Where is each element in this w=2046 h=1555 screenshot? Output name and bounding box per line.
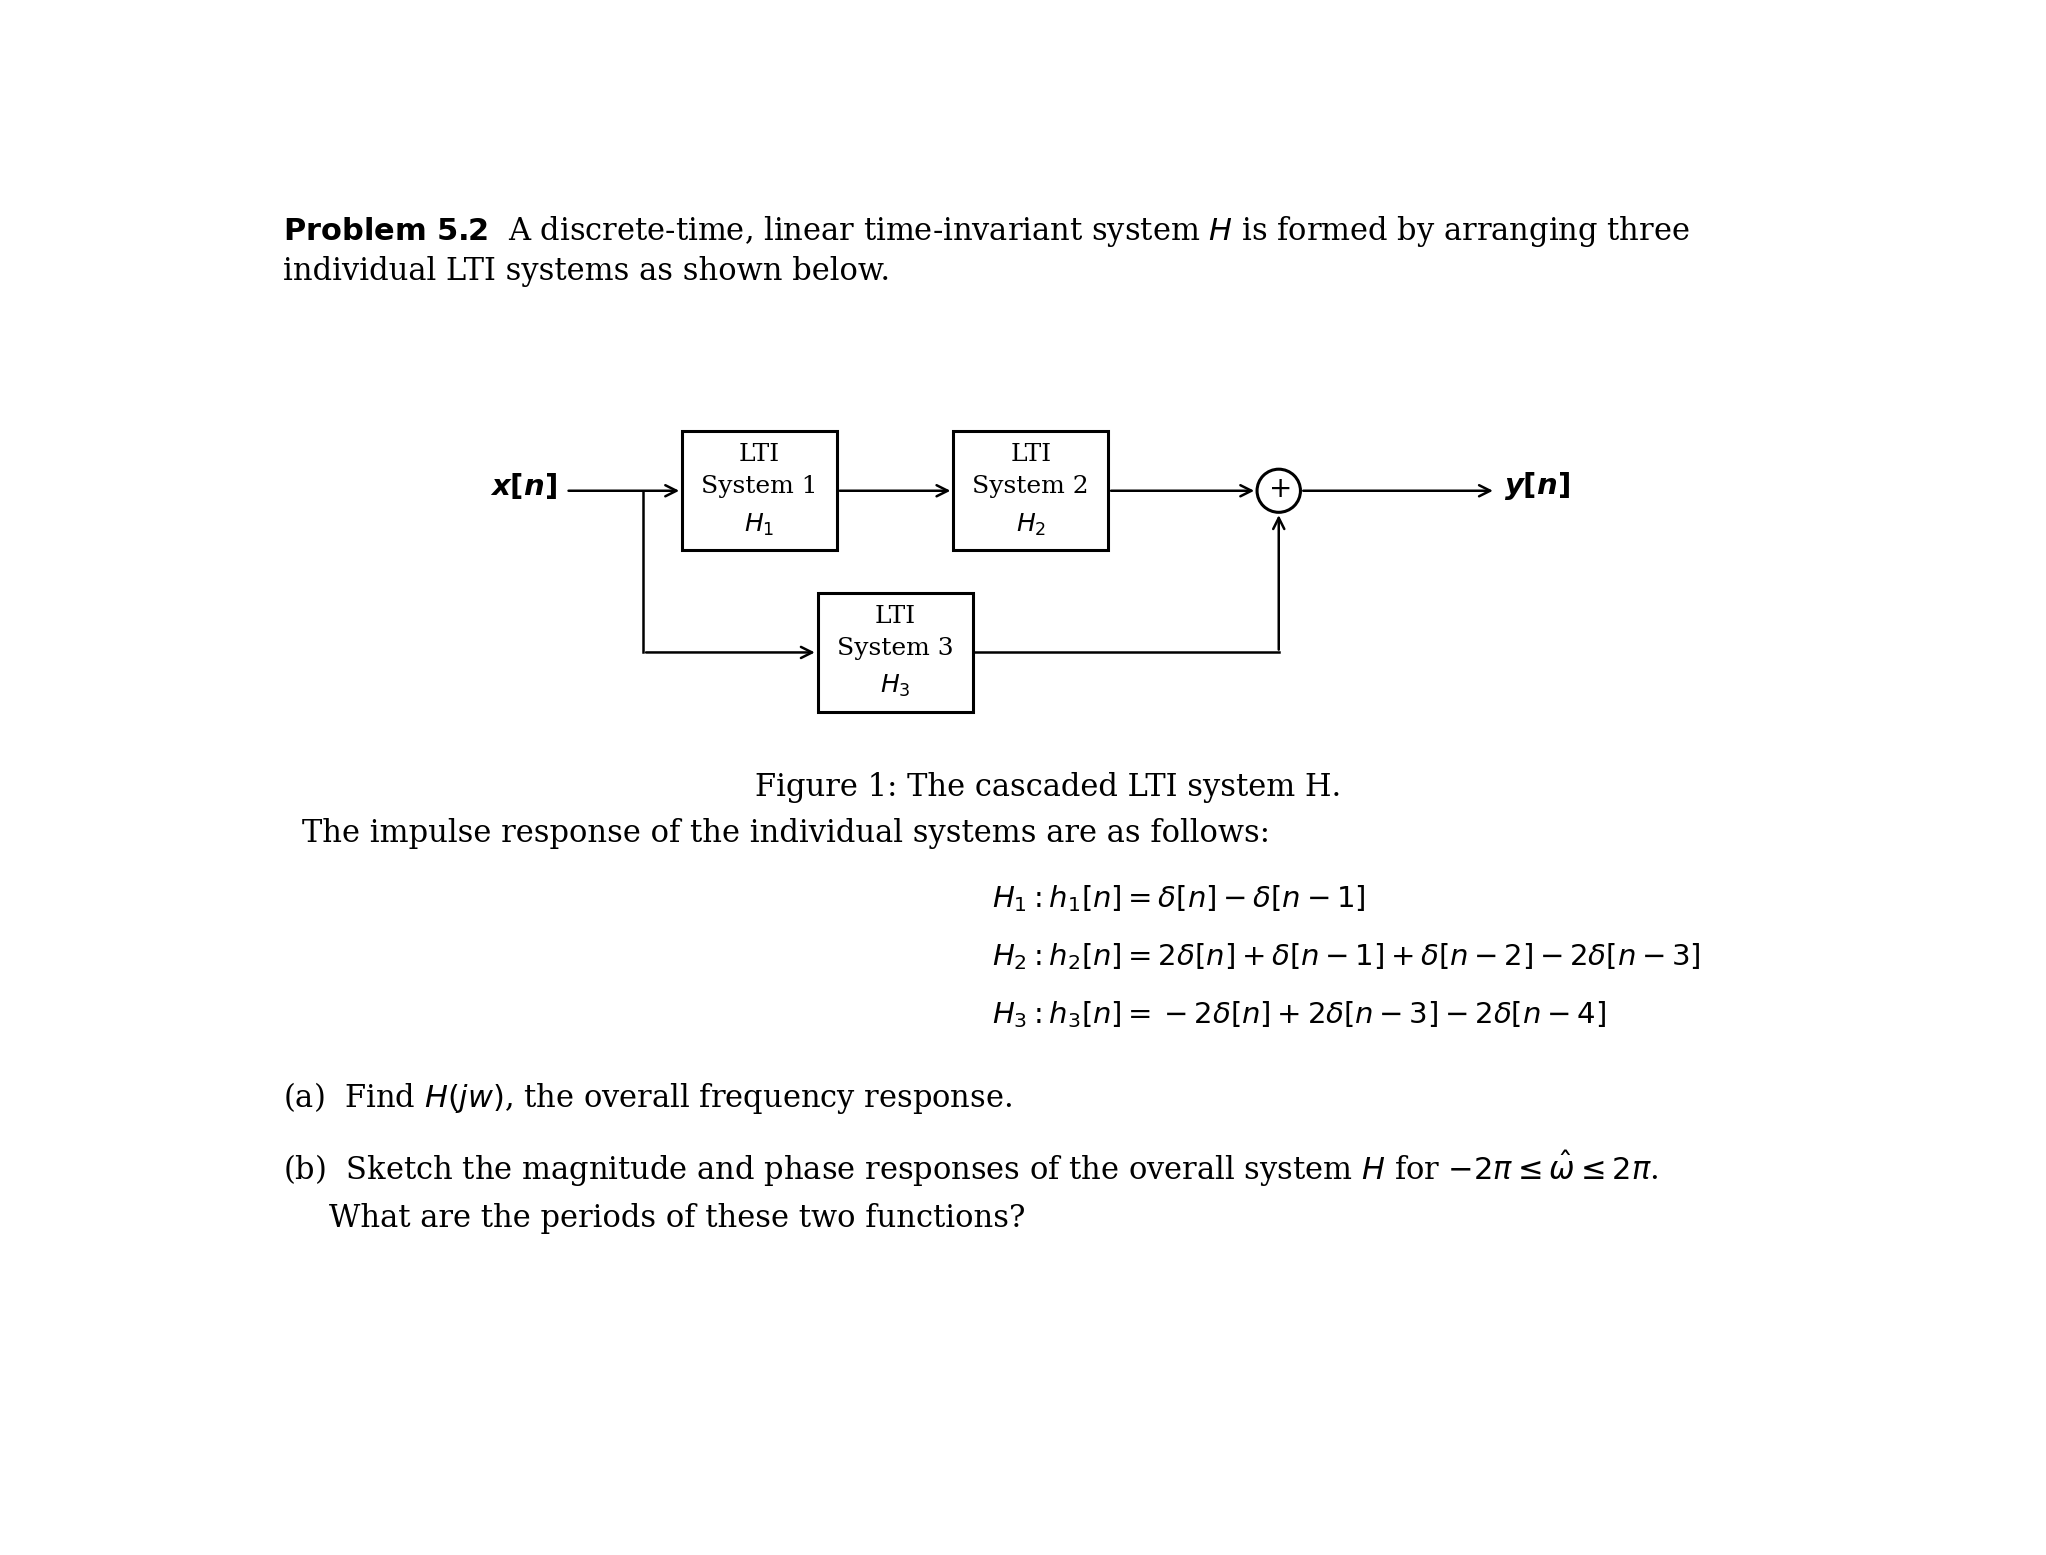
Bar	[681, 431, 837, 550]
Text: System 3: System 3	[837, 638, 953, 661]
Circle shape	[1256, 470, 1301, 512]
Text: $\boldsymbol{x[n]}$: $\boldsymbol{x[n]}$	[489, 471, 557, 501]
Text: $H_1$: $H_1$	[745, 512, 775, 538]
Text: LTI: LTI	[874, 605, 917, 628]
Text: (b)  Sketch the magnitude and phase responses of the overall system $H$ for $-2\: (b) Sketch the magnitude and phase respo…	[282, 1149, 1657, 1190]
Text: individual LTI systems as shown below.: individual LTI systems as shown below.	[282, 257, 890, 288]
Text: System 2: System 2	[972, 476, 1088, 499]
Text: $+$: $+$	[1269, 476, 1289, 502]
Text: $H_2 : h_2[n] = 2\delta[n] + \delta[n-1] + \delta[n-2] - 2\delta[n-3]$: $H_2 : h_2[n] = 2\delta[n] + \delta[n-1]…	[992, 941, 1700, 972]
Text: (a)  Find $H(jw)$, the overall frequency response.: (a) Find $H(jw)$, the overall frequency …	[282, 1079, 1013, 1116]
Text: $\mathbf{Problem\ 5.2}$  A discrete-time, linear time-invariant system $H$ is fo: $\mathbf{Problem\ 5.2}$ A discrete-time,…	[282, 213, 1690, 249]
Text: The impulse response of the individual systems are as follows:: The impulse response of the individual s…	[303, 818, 1271, 849]
Text: $H_2$: $H_2$	[1015, 512, 1046, 538]
Text: $\boldsymbol{y[n]}$: $\boldsymbol{y[n]}$	[1504, 470, 1569, 502]
Text: $H_3$: $H_3$	[880, 673, 910, 700]
Bar	[953, 431, 1109, 550]
Text: LTI: LTI	[739, 443, 780, 466]
Bar	[818, 592, 972, 712]
Text: What are the periods of these two functions?: What are the periods of these two functi…	[329, 1204, 1025, 1235]
Text: System 1: System 1	[702, 476, 818, 499]
Text: $H_3 : h_3[n] = -2\delta[n] + 2\delta[n-3] - 2\delta[n-4]$: $H_3 : h_3[n] = -2\delta[n] + 2\delta[n-…	[992, 998, 1606, 1029]
Text: Figure 1: The cascaded LTI system H.: Figure 1: The cascaded LTI system H.	[755, 771, 1342, 802]
Text: $H_1 : h_1[n] = \delta[n] - \delta[n-1]$: $H_1 : h_1[n] = \delta[n] - \delta[n-1]$	[992, 883, 1365, 914]
Text: LTI: LTI	[1011, 443, 1052, 466]
